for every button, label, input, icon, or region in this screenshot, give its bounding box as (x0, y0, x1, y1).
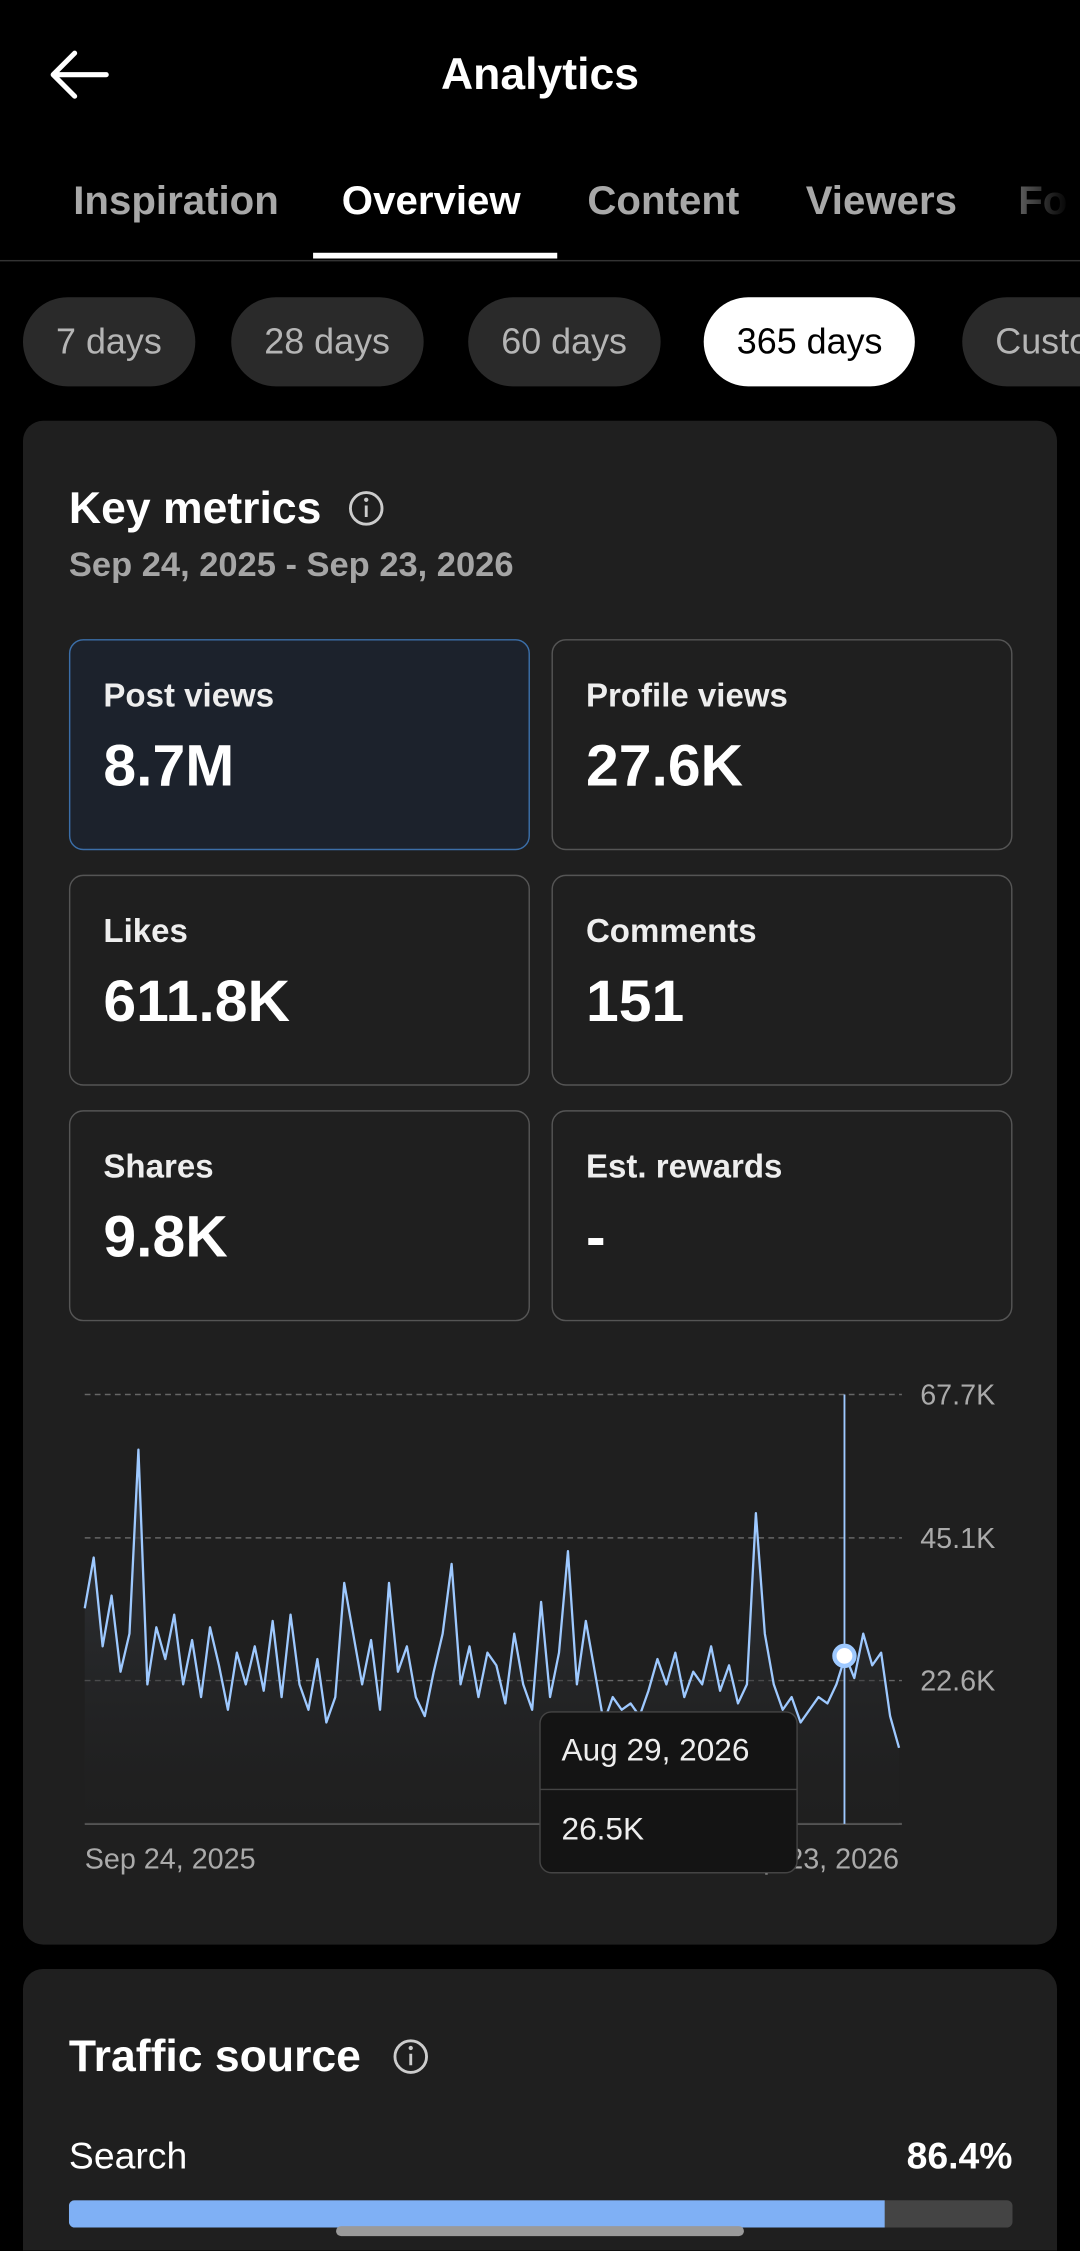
home-indicator (336, 2226, 744, 2237)
metric-value: 9.8K (103, 1203, 228, 1270)
period-pill[interactable]: 7 days (22, 297, 195, 387)
x-tick-label: Sep 24, 2025 (85, 1843, 256, 1875)
period-pill[interactable]: 365 days (703, 297, 916, 387)
metric-card[interactable]: Likes 611.8K (68, 874, 530, 1086)
metric-value: 611.8K (103, 967, 291, 1035)
page-title: Analytics (441, 48, 639, 100)
metric-label: Likes (103, 911, 188, 950)
source-percent: 86.4% (906, 2134, 1013, 2178)
tab[interactable]: Content (587, 178, 740, 223)
back-button[interactable] (43, 46, 112, 103)
metric-card[interactable]: Comments 151 (551, 874, 1013, 1086)
divider (0, 259, 1080, 262)
metric-value: - (585, 1203, 606, 1270)
metric-label: Profile views (585, 676, 788, 714)
period-pill[interactable]: Custom (962, 297, 1080, 387)
source-bar (68, 2200, 885, 2228)
period-pill[interactable]: 28 days (231, 297, 424, 387)
tab-fade (976, 143, 1080, 259)
metric-value: 8.7M (103, 732, 235, 799)
metric-label: Comments (585, 911, 757, 950)
period-bar: 7 days 28 days 60 days 365 days Custom (0, 0, 1080, 402)
metric-label: Est. rewards (585, 1147, 783, 1185)
metric-value: 27.6K (585, 732, 744, 799)
tab-bar: InspirationOverviewContentViewersFollowe… (0, 0, 1080, 261)
date-range: Sep 24, 2025 - Sep 23, 2026 (68, 545, 514, 585)
y-tick-label: 45.1K (920, 1523, 995, 1555)
metric-label: Shares (103, 1147, 214, 1185)
info-icon[interactable] (346, 488, 386, 528)
metric-card[interactable]: Post views 8.7M (68, 639, 530, 851)
metric-label: Post views (103, 676, 275, 714)
tab[interactable]: Inspiration (73, 178, 279, 223)
y-tick-label: 22.6K (920, 1666, 995, 1698)
tooltip-marker (832, 1643, 857, 1669)
tooltip-value: 26.5K (562, 1811, 645, 1847)
section-title: Key metrics (68, 482, 322, 533)
tooltip-box (539, 1711, 798, 1874)
line (83, 1448, 901, 1749)
period-pill[interactable]: 60 days (468, 297, 661, 387)
tab[interactable]: Viewers (805, 178, 957, 223)
tab[interactable]: Overview (341, 178, 521, 223)
source-name: Search (68, 2134, 188, 2178)
tooltip-date: Aug 29, 2026 (562, 1732, 750, 1768)
tab-underline (313, 252, 558, 259)
metric-card[interactable]: Est. rewards - (551, 1110, 1013, 1322)
section-title: Traffic source (68, 2030, 361, 2082)
info-icon[interactable] (391, 2036, 431, 2076)
metric-card[interactable]: Profile views 27.6K (551, 639, 1013, 851)
source-bar-track (68, 2200, 1013, 2228)
y-tick-label: 67.7K (920, 1380, 995, 1412)
metric-value: 151 (585, 967, 685, 1035)
metric-card[interactable]: Shares 9.8K (68, 1110, 530, 1322)
